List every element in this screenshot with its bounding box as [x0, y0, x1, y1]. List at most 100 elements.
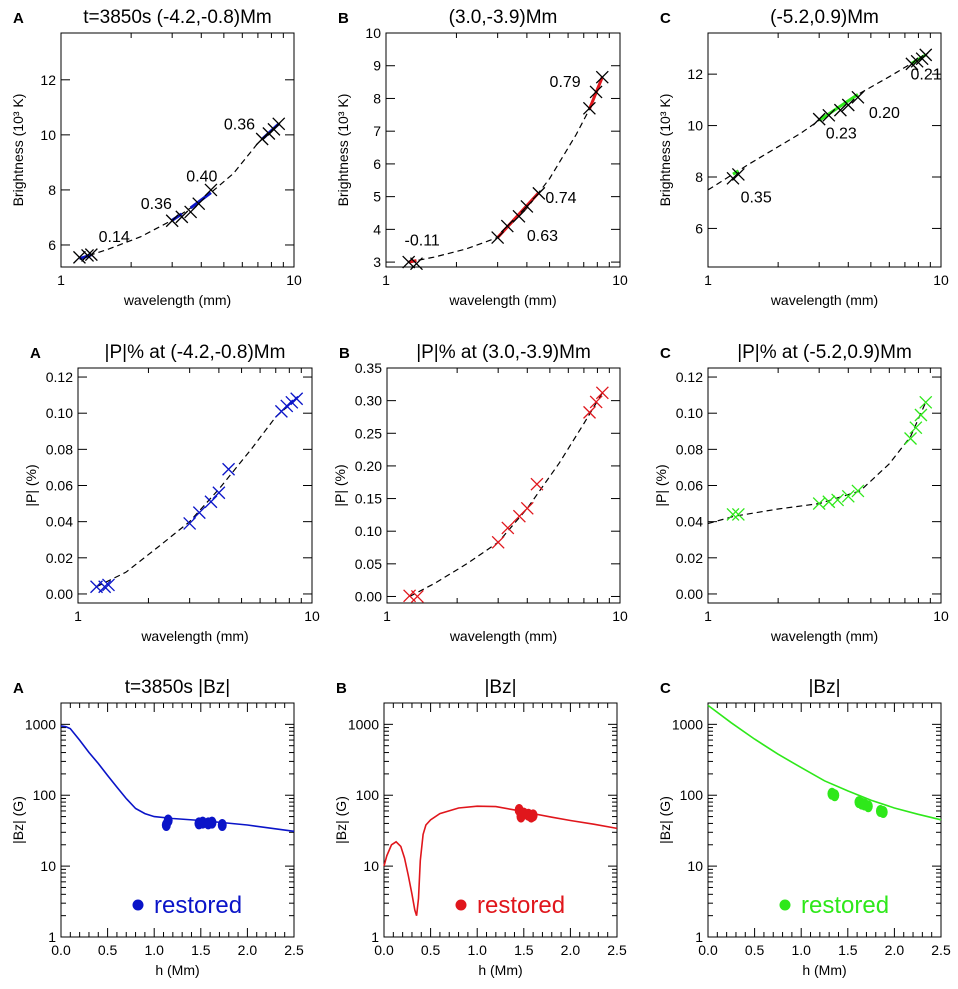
- x-axis-label: h (Mm): [155, 962, 199, 978]
- panel-letter: C: [660, 345, 671, 362]
- x-axis-label: wavelength (mm): [448, 292, 556, 308]
- fit-curve: [408, 76, 603, 263]
- data-point-marker: [500, 219, 514, 233]
- data-point-marker: [919, 48, 933, 62]
- y-tick-label: 12: [40, 72, 56, 88]
- y-tick-label: 0.25: [355, 425, 382, 441]
- x-tick-label: 10: [304, 608, 320, 624]
- panel-letter: B: [338, 10, 349, 27]
- plot-frame: [386, 367, 621, 604]
- x-tick-label: 10: [612, 608, 628, 624]
- data-point-marker: [255, 132, 269, 146]
- x-tick-label: 0.5: [745, 942, 765, 958]
- data-point-marker: [731, 167, 745, 181]
- y-tick-label: 0.35: [355, 360, 382, 376]
- y-tick-label: 5: [373, 189, 381, 205]
- slope-annotation: 0.14: [99, 229, 130, 246]
- data-point-marker: [81, 248, 95, 262]
- x-axis-label: wavelength (mm): [123, 292, 231, 308]
- legend-label: restored: [477, 892, 565, 919]
- plot-frame: [707, 367, 942, 604]
- data-point-marker: [909, 421, 923, 435]
- y-tick-label: 10: [363, 858, 379, 874]
- panel-letter: A: [30, 345, 41, 362]
- slope-annotation: -0.11: [405, 233, 440, 250]
- panel-title: |P|% at (-4.2,-0.8)Mm: [105, 342, 286, 363]
- y-tick-label: 100: [356, 787, 380, 803]
- restored-point: [878, 805, 888, 818]
- panel-title: t=3850s |Bz|: [125, 677, 230, 698]
- y-tick-label: 0.10: [355, 523, 382, 539]
- y-tick-label: 0.04: [46, 514, 73, 530]
- x-tick-label: 10: [933, 272, 949, 288]
- panel-letter: B: [336, 680, 347, 697]
- x-tick-label: 2.5: [607, 942, 627, 958]
- y-tick-label: 0.06: [676, 478, 703, 494]
- data-point-marker: [530, 477, 544, 491]
- data-point-marker: [98, 580, 112, 594]
- data-point-marker: [831, 493, 845, 507]
- data-point-marker: [731, 507, 745, 521]
- y-tick-label: 0.20: [355, 458, 382, 474]
- y-axis-label: Brightness (10³ K): [10, 94, 26, 207]
- x-tick-label: 1.0: [467, 942, 487, 958]
- panel-letter: B: [339, 345, 350, 362]
- data-point-marker: [183, 517, 197, 530]
- panel-letter: C: [660, 10, 671, 27]
- data-point-marker: [595, 70, 609, 84]
- data-point-marker: [520, 199, 534, 213]
- model-curve: [60, 725, 295, 833]
- data-point-marker: [491, 535, 505, 549]
- restored-point: [207, 816, 217, 829]
- data-point-marker: [501, 521, 515, 535]
- x-tick-label: 2.0: [238, 942, 258, 958]
- x-axis-label: h (Mm): [802, 962, 846, 978]
- data-point-marker: [520, 501, 534, 515]
- data-point-marker: [222, 462, 236, 476]
- fit-segment: [818, 93, 859, 122]
- x-tick-label: 1.0: [791, 942, 811, 958]
- x-tick-label: 10: [612, 272, 628, 288]
- y-tick-label: 0.12: [46, 369, 73, 385]
- panel-1-C: 1 10 0.00 0.02 0.04 0.06 0.08 0.10 0.12 |P|% at (…: [653, 342, 949, 644]
- y-tick-label: 1: [371, 929, 379, 945]
- panel-title: |P|% at (3.0,-3.9)Mm: [416, 342, 591, 363]
- data-point-marker: [204, 495, 218, 509]
- data-point-marker: [726, 507, 740, 521]
- y-tick-label: 0.02: [676, 550, 703, 566]
- panel-title: |Bz|: [808, 677, 840, 698]
- y-tick-label: 8: [695, 169, 703, 185]
- panel-2-B: 0.0 0.5 1.0 1.5 2.0 2.5 1 10 100 1000 |Bz| Bh (Mm) |…: [333, 677, 627, 978]
- x-tick-label: 1.5: [191, 942, 211, 958]
- data-point-marker: [410, 257, 423, 271]
- legend-marker: [455, 899, 467, 911]
- plot-frame: [383, 702, 618, 938]
- fit-segment: [189, 191, 212, 210]
- x-tick-label: 10: [933, 608, 949, 624]
- y-tick-label: 0.12: [676, 369, 703, 385]
- slope-annotation: 0.23: [826, 125, 857, 142]
- plot-frame: [707, 702, 942, 938]
- data-point-marker: [84, 248, 98, 262]
- data-point-marker: [822, 495, 836, 509]
- x-tick-label: 2.0: [561, 942, 581, 958]
- y-tick-label: 0.04: [676, 514, 703, 530]
- slope-annotation: 0.79: [550, 74, 581, 91]
- y-tick-label: 1000: [25, 716, 56, 732]
- legend-label: restored: [801, 892, 889, 919]
- plot-frame: [60, 702, 295, 938]
- x-tick-label: 0.0: [51, 942, 71, 958]
- data-point-marker: [851, 90, 865, 104]
- panel-letter: A: [13, 10, 24, 27]
- restored-point: [830, 789, 840, 802]
- y-axis-label: |P| (%): [23, 464, 39, 506]
- fit-curve: [79, 123, 280, 260]
- fit-segment: [588, 76, 604, 110]
- slope-annotation: 0.74: [545, 190, 576, 207]
- data-point-marker: [290, 392, 304, 406]
- x-tick-label: 0.5: [98, 942, 118, 958]
- x-tick-label: 1.0: [144, 942, 164, 958]
- data-point-marker: [192, 506, 206, 520]
- data-point-marker: [192, 197, 206, 211]
